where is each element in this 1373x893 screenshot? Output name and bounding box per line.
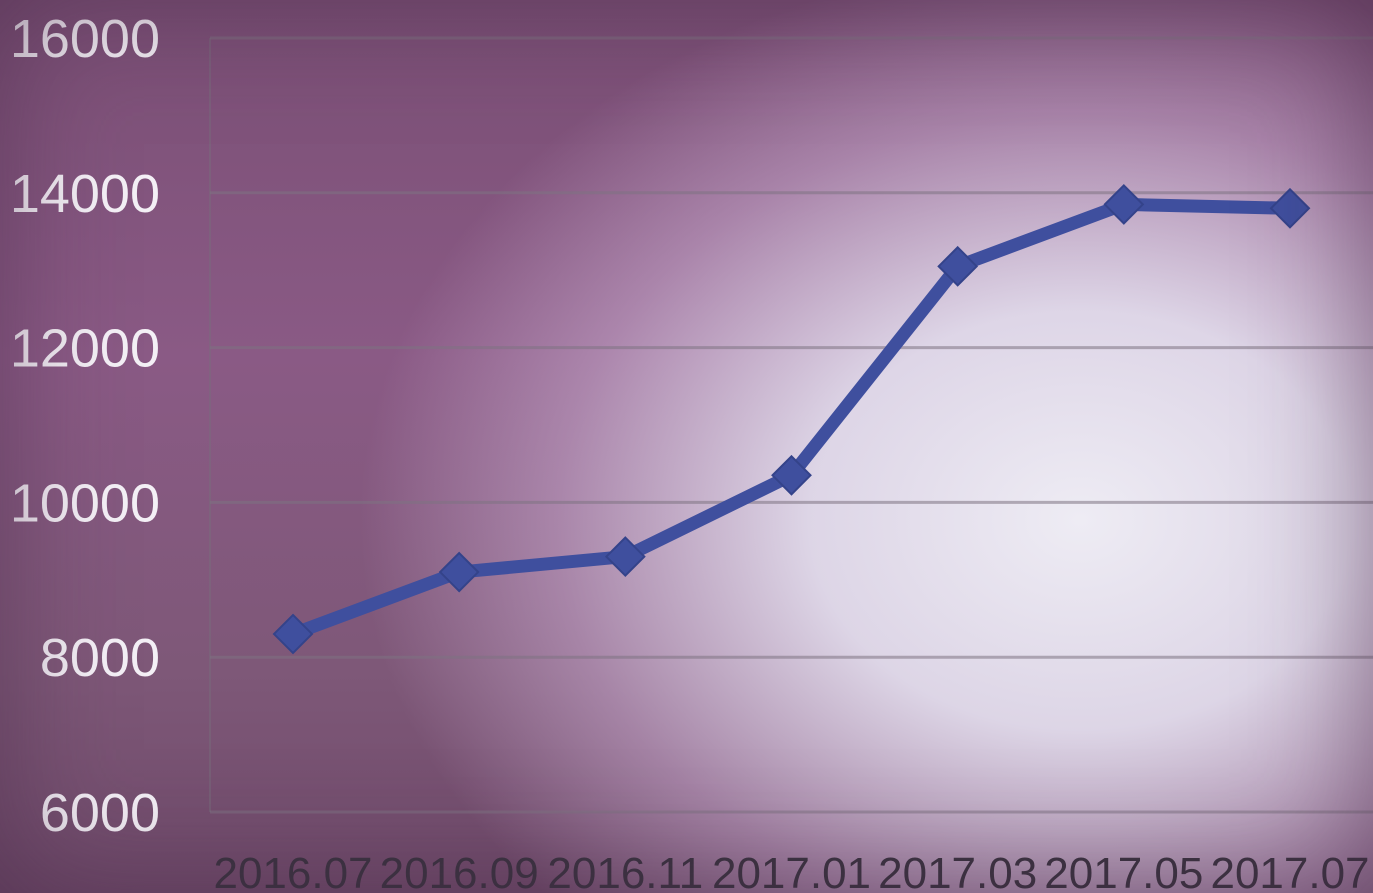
x-tick-label: 2016.09 <box>380 849 539 893</box>
series-layer <box>272 183 1311 655</box>
y-tick-label: 12000 <box>10 319 160 379</box>
y-tick-label: 10000 <box>10 473 160 533</box>
y-tick-label: 8000 <box>40 628 160 688</box>
x-tick-label: 2017.01 <box>712 849 871 893</box>
y-axis-ticks: 6000 8000 10000 12000 14000 16000 <box>10 9 160 843</box>
x-axis-ticks: 2016.07 2016.09 2016.11 2017.01 2017.03 2017.… <box>213 849 1369 893</box>
x-tick-label: 2016.07 <box>213 849 372 893</box>
data-point-marker <box>1103 183 1145 225</box>
data-point-marker <box>272 613 314 655</box>
y-tick-label: 16000 <box>10 9 160 69</box>
y-tick-label: 14000 <box>10 164 160 224</box>
data-point-marker <box>604 536 646 577</box>
data-point-marker <box>438 551 480 593</box>
x-tick-label: 2017.05 <box>1044 849 1203 893</box>
x-tick-label: 2017.07 <box>1210 849 1369 893</box>
data-point-marker <box>1269 187 1311 229</box>
y-tick-label: 6000 <box>40 783 160 843</box>
x-tick-label: 2016.11 <box>547 849 703 893</box>
data-point-marker <box>771 454 812 496</box>
data-point-marker <box>937 245 979 287</box>
x-tick-label: 2017.03 <box>878 849 1037 893</box>
grid-lines <box>210 36 1373 814</box>
